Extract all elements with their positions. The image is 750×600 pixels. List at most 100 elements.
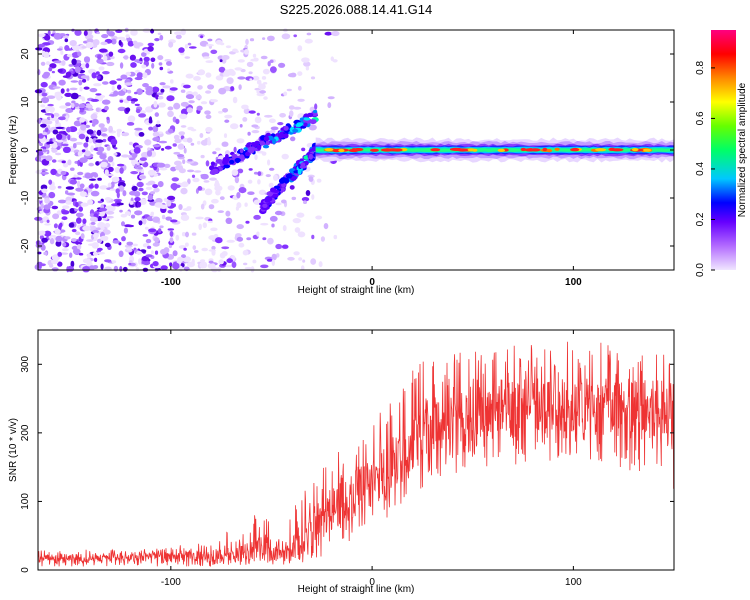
noise-speck bbox=[158, 62, 163, 66]
noise-speck bbox=[95, 107, 100, 112]
noise-speck bbox=[159, 225, 164, 229]
noise-speck bbox=[152, 131, 160, 137]
noise-speck bbox=[201, 247, 208, 252]
noise-speck bbox=[110, 56, 115, 60]
noise-speck bbox=[111, 260, 117, 264]
noise-speck bbox=[282, 225, 287, 232]
y-tick-label: 20 bbox=[20, 48, 31, 60]
noise-speck bbox=[79, 109, 84, 113]
noise-speck bbox=[301, 57, 310, 63]
noise-speck bbox=[134, 76, 143, 81]
noise-speck bbox=[136, 72, 143, 79]
noise-speck bbox=[122, 190, 127, 197]
noise-speck bbox=[57, 261, 63, 267]
noise-speck bbox=[64, 38, 69, 43]
noise-speck bbox=[230, 86, 235, 91]
noise-speck bbox=[172, 203, 176, 208]
noise-speck bbox=[82, 78, 87, 83]
noise-speck bbox=[224, 119, 230, 123]
noise-speck bbox=[236, 236, 244, 242]
noise-speck bbox=[97, 146, 105, 153]
noise-speck bbox=[97, 200, 103, 204]
branch-speck bbox=[303, 117, 311, 121]
noise-speck bbox=[102, 71, 110, 75]
branch-speck bbox=[303, 122, 308, 127]
noise-speck bbox=[81, 46, 87, 49]
noise-speck bbox=[227, 185, 235, 191]
spectrogram-x-label: Height of straight line (km) bbox=[298, 285, 415, 296]
noise-speck bbox=[211, 198, 219, 204]
tone-band-peak bbox=[571, 147, 579, 152]
tone-band-peak bbox=[608, 147, 616, 151]
noise-speck bbox=[119, 99, 124, 103]
noise-speck bbox=[70, 92, 79, 100]
noise-speck bbox=[71, 44, 81, 51]
noise-speck bbox=[197, 85, 203, 90]
branch-speck bbox=[272, 138, 277, 145]
noise-speck bbox=[175, 234, 180, 241]
noise-speck bbox=[139, 157, 147, 162]
noise-speck bbox=[175, 118, 180, 125]
noise-speck bbox=[37, 33, 47, 38]
noise-speck bbox=[102, 138, 107, 143]
noise-speck bbox=[288, 105, 295, 110]
noise-speck bbox=[160, 88, 165, 93]
noise-speck bbox=[45, 127, 49, 132]
noise-speck bbox=[72, 248, 81, 255]
noise-speck bbox=[86, 261, 93, 267]
noise-speck bbox=[145, 106, 154, 113]
noise-speck bbox=[156, 120, 160, 125]
noise-speck bbox=[56, 210, 62, 216]
noise-speck bbox=[142, 83, 149, 88]
snr-x-label: Height of straight line (km) bbox=[298, 584, 415, 595]
noise-speck bbox=[327, 102, 332, 109]
noise-speck bbox=[223, 133, 228, 139]
noise-speck bbox=[66, 54, 73, 58]
noise-speck bbox=[113, 90, 119, 97]
noise-speck bbox=[267, 237, 274, 245]
noise-speck bbox=[114, 167, 121, 174]
noise-speck bbox=[286, 88, 292, 92]
noise-speck bbox=[121, 221, 125, 227]
branch-speck bbox=[262, 203, 268, 208]
noise-speck bbox=[256, 150, 265, 154]
noise-speck bbox=[43, 230, 52, 237]
noise-speck bbox=[51, 267, 59, 272]
noise-speck bbox=[46, 141, 54, 144]
noise-speck bbox=[140, 198, 147, 205]
noise-speck bbox=[235, 233, 242, 238]
noise-speck bbox=[192, 177, 200, 183]
noise-speck bbox=[260, 264, 269, 269]
noise-speck bbox=[289, 110, 294, 117]
noise-speck bbox=[46, 219, 50, 223]
noise-speck bbox=[102, 81, 109, 85]
noise-speck bbox=[232, 48, 238, 53]
tone-band-peak bbox=[554, 147, 560, 151]
noise-speck bbox=[37, 230, 46, 236]
noise-speck bbox=[233, 146, 237, 153]
noise-speck bbox=[166, 200, 172, 207]
noise-speck bbox=[173, 134, 180, 140]
noise-speck bbox=[211, 245, 216, 250]
noise-speck bbox=[41, 188, 48, 194]
noise-speck bbox=[210, 49, 218, 54]
branch-speck bbox=[292, 128, 299, 133]
noise-speck bbox=[44, 34, 51, 41]
noise-speck bbox=[174, 165, 184, 171]
tone-band-peak bbox=[430, 148, 441, 152]
noise-speck bbox=[247, 131, 251, 136]
noise-speck bbox=[128, 141, 133, 146]
noise-speck bbox=[262, 237, 267, 241]
noise-speck bbox=[256, 89, 260, 94]
noise-speck bbox=[139, 175, 146, 179]
tone-band-peak bbox=[524, 148, 536, 152]
y-tick-label: 300 bbox=[20, 356, 31, 373]
noise-speck bbox=[90, 221, 96, 225]
noise-speck bbox=[241, 104, 249, 110]
noise-speck bbox=[194, 250, 199, 253]
noise-speck bbox=[193, 170, 202, 173]
noise-speck bbox=[298, 257, 303, 261]
noise-speck bbox=[166, 95, 175, 102]
noise-speck bbox=[99, 153, 107, 160]
noise-speck bbox=[234, 176, 240, 184]
